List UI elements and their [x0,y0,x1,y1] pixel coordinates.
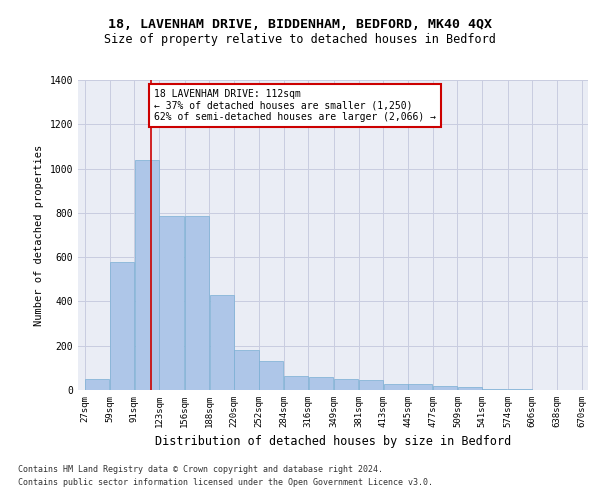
Bar [85,379,109,390]
Bar [359,380,383,390]
Bar [135,160,159,390]
Bar [110,262,134,390]
Bar [334,379,358,390]
Text: Contains public sector information licensed under the Open Government Licence v3: Contains public sector information licen… [18,478,433,487]
Text: Size of property relative to detached houses in Bedford: Size of property relative to detached ho… [104,32,496,46]
Bar [433,386,457,390]
X-axis label: Distribution of detached houses by size in Bedford: Distribution of detached houses by size … [155,436,511,448]
Bar [458,387,482,390]
Bar [185,216,209,390]
Bar [235,350,259,390]
Text: Contains HM Land Registry data © Crown copyright and database right 2024.: Contains HM Land Registry data © Crown c… [18,466,383,474]
Bar [259,361,283,390]
Bar [408,384,433,390]
Bar [284,376,308,390]
Bar [383,384,407,390]
Bar [482,389,508,390]
Text: 18, LAVENHAM DRIVE, BIDDENHAM, BEDFORD, MK40 4QX: 18, LAVENHAM DRIVE, BIDDENHAM, BEDFORD, … [108,18,492,30]
Bar [160,216,184,390]
Y-axis label: Number of detached properties: Number of detached properties [34,144,44,326]
Bar [308,376,334,390]
Bar [209,295,234,390]
Text: 18 LAVENHAM DRIVE: 112sqm
← 37% of detached houses are smaller (1,250)
62% of se: 18 LAVENHAM DRIVE: 112sqm ← 37% of detac… [154,89,436,122]
